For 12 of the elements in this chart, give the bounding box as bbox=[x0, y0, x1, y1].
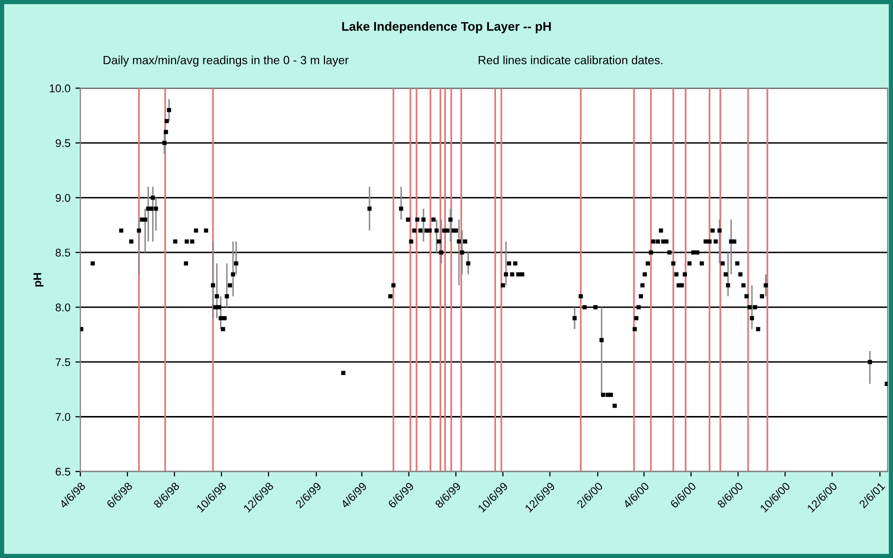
chart-subtitle: Daily max/min/avg readings in the 0 - 3 m layer bbox=[104, 56, 349, 67]
y-tick-label: 8.0 bbox=[56, 303, 70, 312]
y-tick-label: 7.5 bbox=[56, 358, 70, 366]
y-tick-label: 10.0 bbox=[50, 84, 70, 92]
text: Red lines indicate calibration dates. bbox=[478, 56, 662, 64]
y-axis-title: pH bbox=[34, 273, 44, 287]
y-tick-label: 9.0 bbox=[56, 194, 70, 202]
y-tick-label: 6.5 bbox=[56, 468, 70, 476]
y-tick-label: 8.5 bbox=[56, 248, 70, 257]
y-tick-label: 9.5 bbox=[56, 139, 70, 148]
y-tick-label: 7.0 bbox=[56, 413, 70, 421]
chart-title: Lake Independence Top Layer -- pH bbox=[342, 22, 551, 34]
